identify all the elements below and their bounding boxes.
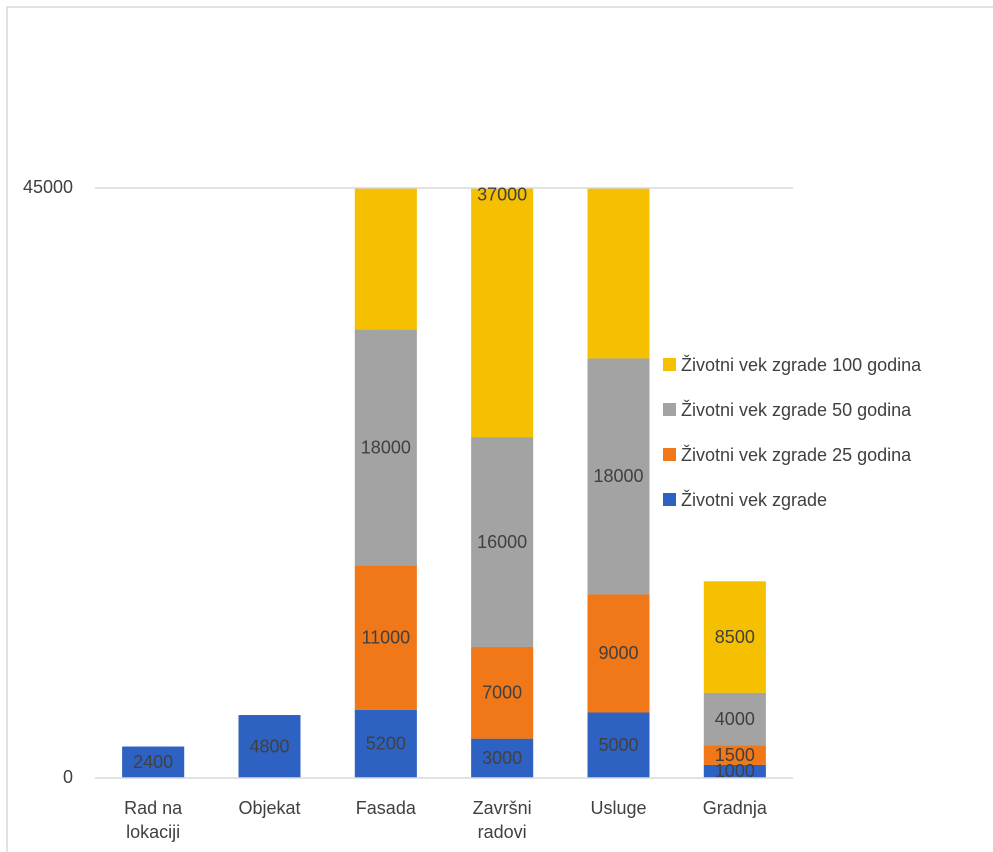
x-tick-label: Fasada [355,798,416,818]
x-tick-label: Gradnja [702,798,767,818]
data-label: 1000 [715,761,755,781]
bar-shade [703,692,766,746]
data-label: 37000 [477,184,527,204]
y-tick-label: 0 [63,767,73,787]
x-tick-label: Završni radovi [472,798,532,842]
bar-shade [587,358,650,595]
x-tick-label: Rad na lokaciji [124,798,183,842]
data-label: 3000 [482,748,522,768]
data-label: 11000 [361,627,410,647]
legend-swatch-shade [663,493,676,506]
bar-shade [703,764,766,778]
bar-shade [703,745,766,765]
data-label: 5000 [598,735,638,755]
x-tick-label: Objekat [238,798,301,818]
legend-swatch-shade [663,448,676,461]
bar-shade [587,712,650,778]
bar-shade [122,746,185,778]
data-label: 7000 [482,683,522,703]
legend-label: Životni vek zgrade 100 godina [681,355,922,375]
legend-swatch-shade [663,358,676,371]
chart-border [6,6,993,852]
y-tick-label: 45000 [23,177,73,197]
bar-shade [471,646,534,739]
legend-label: Životni vek zgrade 50 godina [681,400,912,420]
data-label: 8500 [715,627,755,647]
data-label: 5200 [366,734,406,754]
legend-swatch-shade [663,403,676,416]
legend-label: Životni vek zgrade [681,490,827,510]
bar-shade [471,437,534,647]
data-label: 4800 [249,736,289,756]
data-label: 16000 [477,532,527,552]
data-label: 2400 [133,752,173,772]
bar-shade [354,188,417,330]
legend-label: Životni vek zgrade 25 godina [681,445,912,465]
bar-shade [354,709,417,778]
x-tick-label: Usluge [590,798,647,818]
bar-shade [354,565,417,710]
bar-shade [471,188,534,438]
data-label: 1500 [715,745,755,765]
bar-shade [238,715,301,778]
bar-shade [354,329,417,566]
bar-shade [587,188,650,359]
data-label: 18000 [593,466,643,486]
bar-shade [703,581,766,693]
data-label: 9000 [598,643,638,663]
data-label: 4000 [715,709,755,729]
bar-shade [587,594,650,713]
bar-shade [471,738,534,778]
data-label: 18000 [361,437,411,457]
plot-area [122,188,766,778]
